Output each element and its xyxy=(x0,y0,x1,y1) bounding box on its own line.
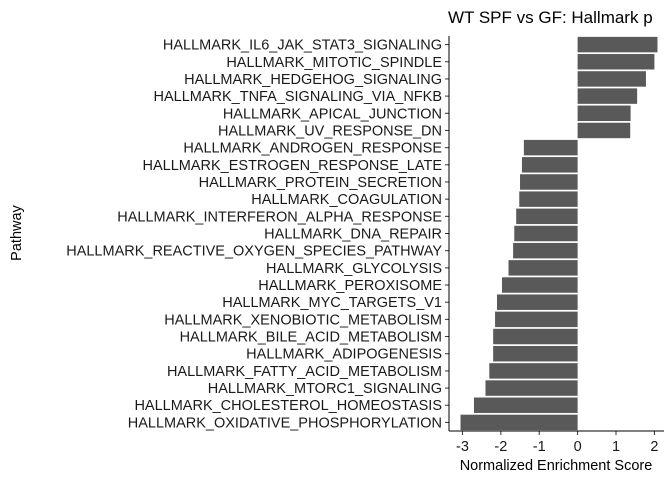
y-tick-label: HALLMARK_HEDGEHOG_SIGNALING xyxy=(184,72,442,88)
y-tick-label: HALLMARK_REACTIVE_OXYGEN_SPECIES_PATHWAY xyxy=(66,244,442,260)
bar xyxy=(516,208,578,225)
bar xyxy=(496,294,578,310)
x-ticks xyxy=(461,431,655,435)
x-tick-label: -2 xyxy=(494,439,507,455)
y-tick-label: HALLMARK_MITOTIC_SPINDLE xyxy=(226,55,442,71)
y-axis-title: Pathway xyxy=(9,204,25,260)
bar xyxy=(577,105,631,122)
bars xyxy=(460,36,658,431)
x-tick-label: 2 xyxy=(650,439,658,455)
bar xyxy=(577,36,658,53)
y-tick-label: HALLMARK_ADIPOGENESIS xyxy=(246,347,442,363)
y-tick-label: HALLMARK_COAGULATION xyxy=(251,192,442,208)
bar xyxy=(501,277,578,293)
bar xyxy=(577,71,646,87)
y-tick-label: HALLMARK_TNFA_SIGNALING_VIA_NFKB xyxy=(154,89,443,105)
y-tick-label: HALLMARK_ANDROGEN_RESPONSE xyxy=(183,141,442,157)
y-tick-label: HALLMARK_IL6_JAK_STAT3_SIGNALING xyxy=(163,38,442,54)
chart-title: WT SPF vs GF: Hallmark p xyxy=(448,8,653,27)
y-tick-label: HALLMARK_ESTROGEN_RESPONSE_LATE xyxy=(143,158,443,174)
bar xyxy=(485,380,578,396)
y-tick-label: HALLMARK_FATTY_ACID_METABOLISM xyxy=(167,364,442,380)
x-axis-title: Normalized Enrichment Score xyxy=(460,458,653,474)
y-tick-label: HALLMARK_INTERFERON_ALPHA_RESPONSE xyxy=(117,209,442,225)
bar xyxy=(513,242,578,259)
x-tick-label: 1 xyxy=(612,439,620,455)
y-tick-label: HALLMARK_BILE_ACID_METABOLISM xyxy=(180,330,442,346)
y-tick-label: HALLMARK_PEROXISOME xyxy=(258,278,442,294)
y-tick-label: HALLMARK_GLYCOLYSIS xyxy=(266,261,442,277)
bar xyxy=(493,345,578,362)
bar xyxy=(520,174,578,190)
x-tick-label: 0 xyxy=(574,439,582,455)
bar xyxy=(577,54,655,70)
y-tick-label: HALLMARK_PROTEIN_SECRETION xyxy=(199,175,442,191)
x-tick-label: -1 xyxy=(533,439,546,455)
y-tick-label: HALLMARK_MTORC1_SIGNALING xyxy=(208,381,442,397)
bar xyxy=(514,225,578,242)
bar xyxy=(460,414,578,431)
bar xyxy=(577,122,631,139)
bar xyxy=(523,139,578,156)
bar xyxy=(495,311,578,328)
y-tick-label: HALLMARK_MYC_TARGETS_V1 xyxy=(222,295,442,311)
y-tick-label: HALLMARK_CHOLESTEROL_HOMEOSTASIS xyxy=(134,398,442,414)
y-tick-label: HALLMARK_XENOBIOTIC_METABOLISM xyxy=(164,312,442,328)
x-tick-label: -3 xyxy=(456,439,469,455)
y-ticks xyxy=(445,44,449,423)
y-tick-label: HALLMARK_DNA_REPAIR xyxy=(264,227,442,243)
y-tick-label: HALLMARK_UV_RESPONSE_DN xyxy=(218,123,442,139)
bar xyxy=(489,363,578,379)
y-tick-label: HALLMARK_OXIDATIVE_PHOSPHORYLATION xyxy=(128,415,442,431)
bar xyxy=(521,157,578,173)
x-tick-labels: -3 -2 -1 0 1 2 xyxy=(456,439,658,455)
y-tick-label: HALLMARK_APICAL_JUNCTION xyxy=(223,106,442,122)
bar xyxy=(519,191,578,207)
bar xyxy=(577,88,638,104)
bar xyxy=(473,397,578,413)
bar xyxy=(508,260,578,276)
bar xyxy=(493,328,578,345)
y-tick-labels: HALLMARK_IL6_JAK_STAT3_SIGNALINGHALLMARK… xyxy=(66,38,442,432)
